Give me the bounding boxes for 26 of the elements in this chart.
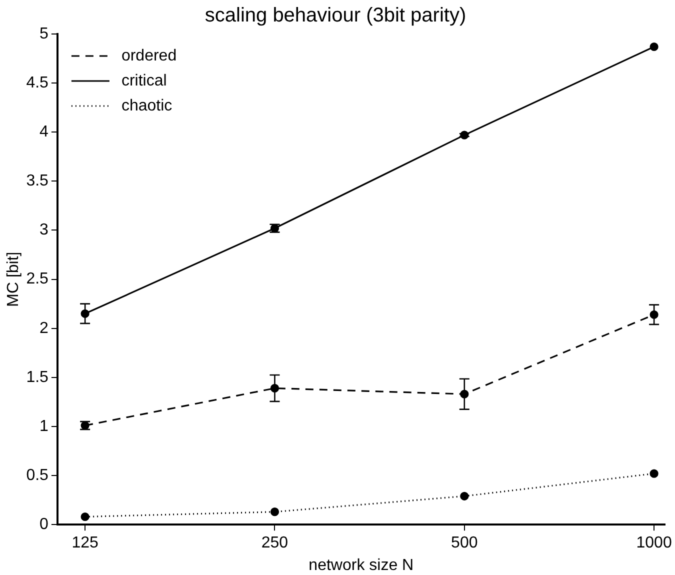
point [650, 469, 658, 478]
y-tick-label: 2.5 [26, 270, 49, 288]
x-tick-label: 1000 [636, 534, 672, 552]
x-tick-label: 500 [451, 534, 478, 552]
y-tick-label: 0.5 [26, 466, 49, 484]
y-tick-label: 4.5 [26, 74, 49, 92]
x-tick-label: 125 [72, 534, 99, 552]
legend-label: critical [121, 72, 167, 90]
y-tick-label: 4 [40, 124, 49, 141]
y-tick-label: 1 [40, 418, 49, 435]
point [460, 492, 469, 500]
y-tick-label: 1.5 [26, 368, 49, 386]
y-tick-label: 3.5 [26, 172, 49, 190]
legend-label: chaotic [121, 97, 172, 114]
point [650, 42, 658, 52]
chart-title: scaling behaviour (3bit parity) [204, 4, 466, 27]
x-axis-title: network size N [308, 556, 414, 574]
y-axis-title: MC [bit] [5, 252, 22, 307]
y-tick-label: 5 [40, 25, 49, 42]
point [80, 512, 90, 522]
x-tick-label: 250 [261, 534, 288, 552]
y-tick-label: 3 [40, 222, 49, 239]
y-tick-label: 2 [40, 320, 49, 337]
legend-label: ordered [121, 47, 177, 64]
y-tick-label: 0 [40, 516, 49, 534]
point [270, 508, 280, 516]
